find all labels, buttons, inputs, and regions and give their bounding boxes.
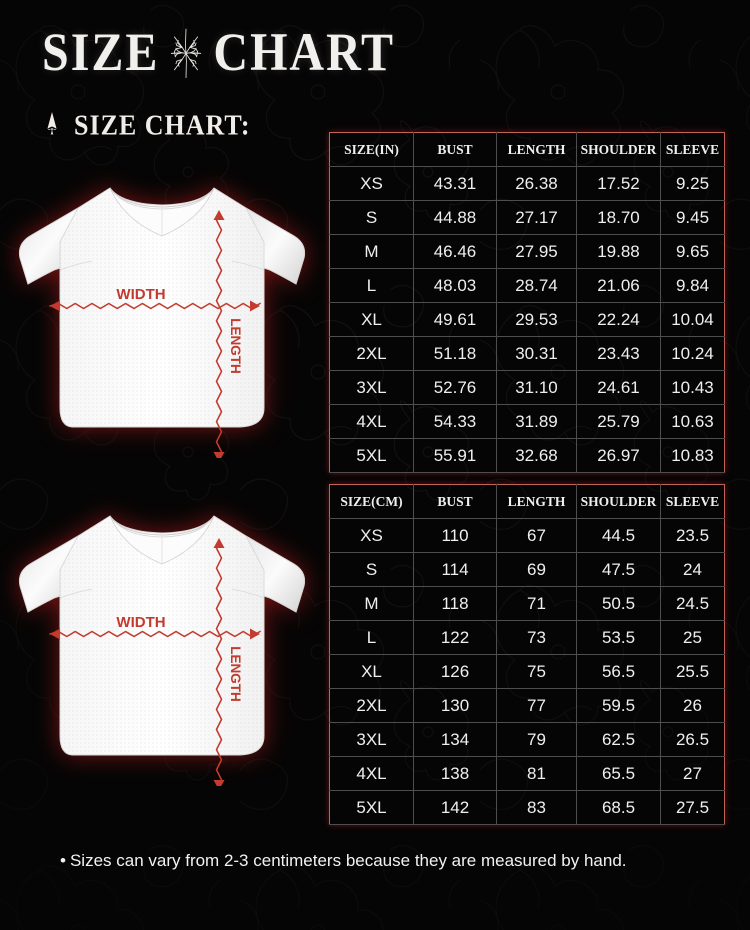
svg-text:WIDTH: WIDTH [116,286,165,303]
svg-text:LENGTH: LENGTH [228,646,243,702]
svg-text:WIDTH: WIDTH [116,614,165,631]
svg-text:LENGTH: LENGTH [228,318,243,374]
